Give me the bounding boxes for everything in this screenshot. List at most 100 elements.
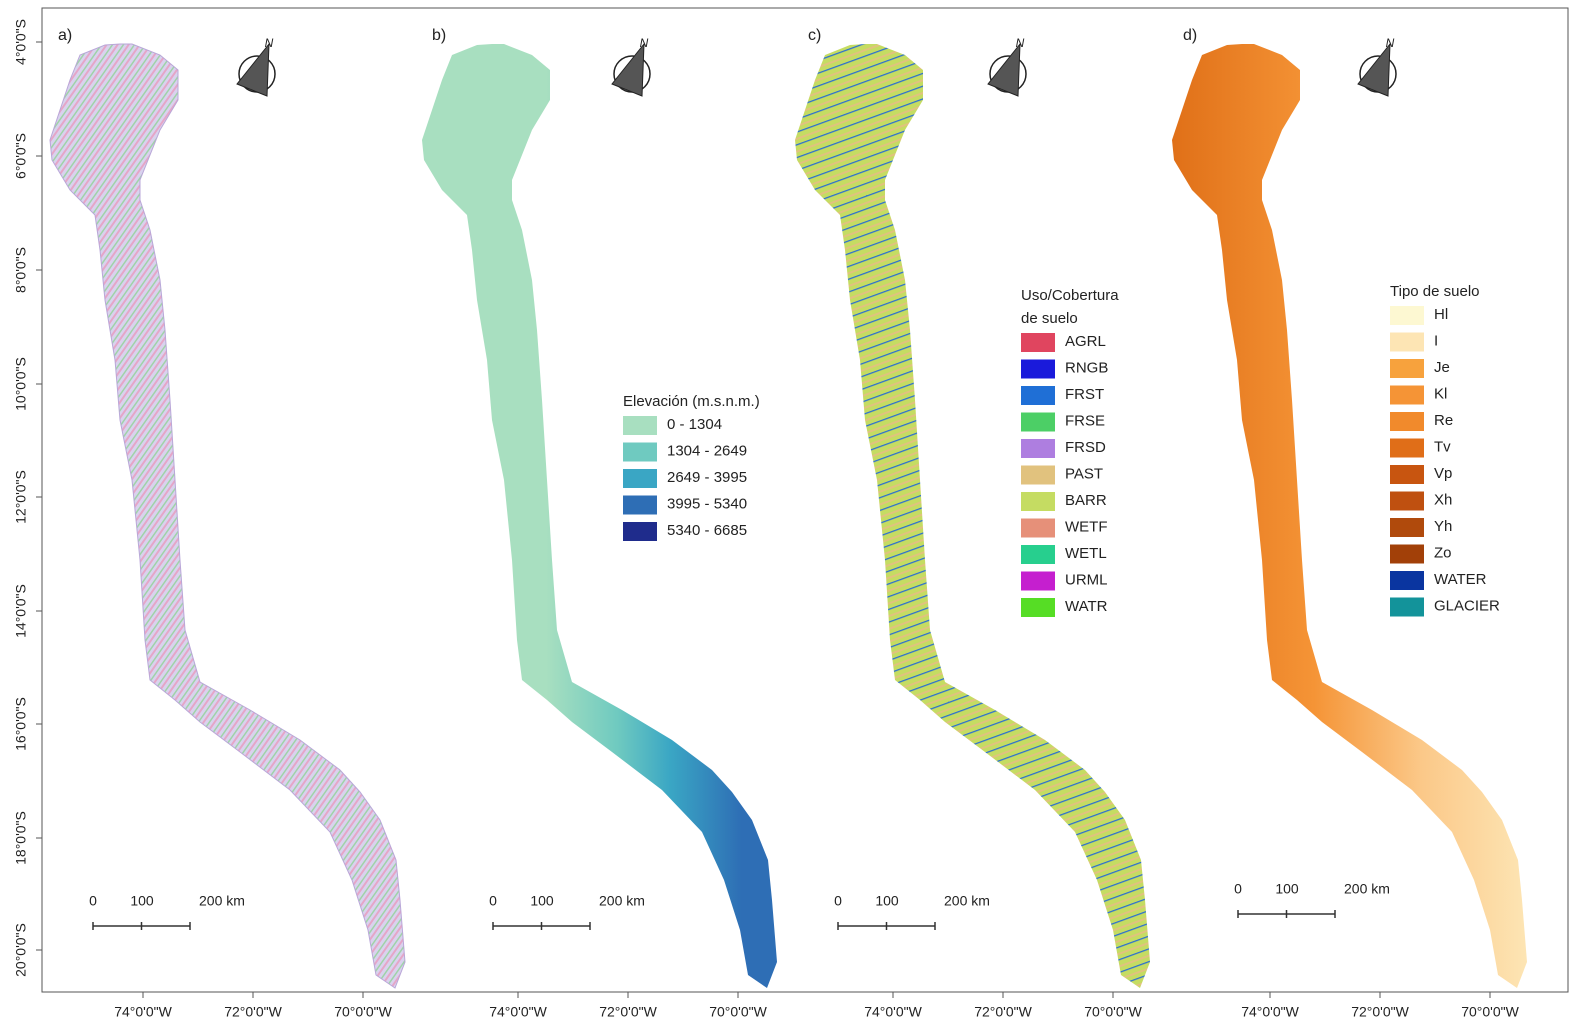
x-tick-label: 72°0'0"W <box>1351 1004 1409 1020</box>
legend-title: Tipo de suelo <box>1390 283 1480 300</box>
scale-label: 200 km <box>599 893 645 909</box>
x-tick-label: 70°0'0"W <box>709 1004 767 1020</box>
figure: 4°0'0"S6°0'0"S8°0'0"S10°0'0"S12°0'0"S14°… <box>0 0 1572 1029</box>
legend-label: AGRL <box>1065 333 1106 350</box>
north-label: N <box>640 36 649 50</box>
legend-swatch <box>1390 571 1424 590</box>
legend-label: BARR <box>1065 492 1107 509</box>
scale-label: 200 km <box>944 893 990 909</box>
compass-arrow <box>237 44 269 96</box>
legend-swatch <box>623 443 657 462</box>
x-tick-label: 70°0'0"W <box>1084 1004 1142 1020</box>
legend-swatch <box>1021 439 1055 458</box>
legend-label: FRST <box>1065 386 1104 403</box>
legend-swatch <box>1390 412 1424 431</box>
legend-label: Vp <box>1434 465 1452 482</box>
page: { "axes": { "y_ticks": ["4°0'0\"S", "6°0… <box>0 0 1572 1034</box>
scale-label: 100 <box>875 893 899 909</box>
y-tick-label: 8°0'0"S <box>13 247 29 293</box>
y-tick-label: 16°0'0"S <box>13 697 29 751</box>
north-label: N <box>1016 36 1025 50</box>
legend-label: GLACIER <box>1434 597 1500 614</box>
legend-label: WETL <box>1065 545 1107 562</box>
legend-swatch <box>1021 492 1055 511</box>
legend-swatch <box>1390 465 1424 484</box>
legend-label: 0 - 1304 <box>667 416 722 433</box>
region-map <box>1172 44 1527 988</box>
north-label: N <box>1386 36 1395 50</box>
x-tick-label: 72°0'0"W <box>224 1004 282 1020</box>
y-tick-label: 4°0'0"S <box>13 19 29 65</box>
legend-label: 1304 - 2649 <box>667 442 747 459</box>
panel-label: b) <box>432 27 446 44</box>
region-map <box>50 44 405 988</box>
legend-label: URML <box>1065 571 1108 588</box>
legend-swatch <box>1021 545 1055 564</box>
legend-title: Elevación (m.s.n.m.) <box>623 393 760 410</box>
compass-arrow <box>612 44 644 96</box>
legend-label: Hl <box>1434 306 1448 323</box>
scale-label: 0 <box>1234 881 1242 897</box>
region-map <box>795 44 1150 988</box>
legend-label: RNGB <box>1065 359 1108 376</box>
legend-title: de suelo <box>1021 310 1078 327</box>
legend-swatch <box>623 469 657 488</box>
legend-swatch <box>1390 359 1424 378</box>
legend-swatch <box>1390 492 1424 511</box>
panel-label: c) <box>808 27 821 44</box>
legend-swatch <box>1390 306 1424 325</box>
compass-arrow <box>988 44 1020 96</box>
legend-label: WETF <box>1065 518 1108 535</box>
legend-label: Yh <box>1434 518 1452 535</box>
north-label: N <box>265 36 274 50</box>
panel-label: a) <box>58 27 72 44</box>
legend-label: 2649 - 3995 <box>667 469 747 486</box>
legend-label: Zo <box>1434 544 1452 561</box>
legend-swatch <box>1021 333 1055 352</box>
legend-label: WATR <box>1065 598 1108 615</box>
x-tick-label: 72°0'0"W <box>974 1004 1032 1020</box>
scale-label: 200 km <box>1344 881 1390 897</box>
legend-swatch <box>1021 598 1055 617</box>
legend-swatch <box>1021 519 1055 538</box>
x-tick-label: 74°0'0"W <box>489 1004 547 1020</box>
legend-label: Je <box>1434 359 1450 376</box>
legend-label: I <box>1434 332 1438 349</box>
legend-label: Tv <box>1434 438 1451 455</box>
scale-label: 100 <box>1275 881 1299 897</box>
legend-label: WATER <box>1434 571 1487 588</box>
legend-swatch <box>1390 598 1424 617</box>
y-tick-label: 18°0'0"S <box>13 811 29 865</box>
x-tick-label: 70°0'0"W <box>1461 1004 1519 1020</box>
scale-label: 100 <box>530 893 554 909</box>
scale-label: 0 <box>489 893 497 909</box>
legend-swatch <box>1021 413 1055 432</box>
legend-swatch <box>1390 545 1424 564</box>
legend-swatch <box>623 496 657 515</box>
y-tick-label: 6°0'0"S <box>13 133 29 179</box>
legend-label: PAST <box>1065 465 1103 482</box>
legend-swatch <box>623 522 657 541</box>
y-tick-label: 10°0'0"S <box>13 357 29 411</box>
legend-swatch <box>623 416 657 435</box>
legend-swatch <box>1390 518 1424 537</box>
legend-label: Kl <box>1434 385 1447 402</box>
x-tick-label: 70°0'0"W <box>334 1004 392 1020</box>
legend-swatch <box>1390 386 1424 405</box>
y-tick-label: 20°0'0"S <box>13 923 29 977</box>
legend-swatch <box>1390 333 1424 352</box>
legend-swatch <box>1390 439 1424 458</box>
compass-arrow <box>1358 44 1390 96</box>
scale-label: 200 km <box>199 893 245 909</box>
legend-label: 5340 - 6685 <box>667 522 747 539</box>
x-tick-label: 74°0'0"W <box>864 1004 922 1020</box>
legend-swatch <box>1021 572 1055 591</box>
legend-label: 3995 - 5340 <box>667 495 747 512</box>
legend-label: Re <box>1434 412 1453 429</box>
scale-label: 0 <box>834 893 842 909</box>
legend-label: Xh <box>1434 491 1452 508</box>
x-tick-label: 72°0'0"W <box>599 1004 657 1020</box>
legend-title: Uso/Cobertura <box>1021 287 1119 304</box>
scale-label: 0 <box>89 893 97 909</box>
legend-swatch <box>1021 466 1055 485</box>
